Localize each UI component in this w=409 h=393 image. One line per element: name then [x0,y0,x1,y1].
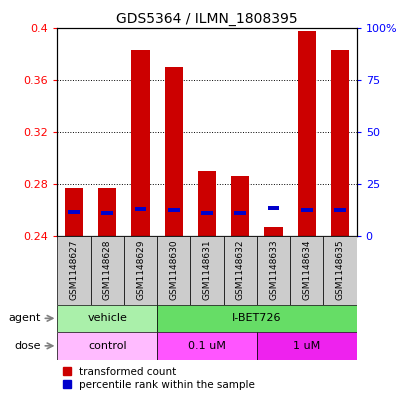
Text: I-BET726: I-BET726 [231,313,281,323]
Text: dose: dose [14,341,40,351]
Bar [57,332,157,360]
Text: 1 uM: 1 uM [292,341,320,351]
Text: GSM1148631: GSM1148631 [202,240,211,301]
Text: vehicle: vehicle [87,313,127,323]
Bar [57,305,157,332]
Legend: transformed count, percentile rank within the sample: transformed count, percentile rank withi… [63,367,254,390]
Text: 0.1 uM: 0.1 uM [188,341,225,351]
Bar [65,187,83,236]
Text: GSM1148635: GSM1148635 [335,240,344,301]
Bar [330,50,348,236]
Bar [135,207,146,211]
Bar [164,66,182,236]
Bar [98,187,116,236]
Text: GSM1148629: GSM1148629 [136,240,145,300]
Bar [267,206,279,210]
Bar [323,236,356,305]
Text: GSM1148630: GSM1148630 [169,240,178,301]
Bar [190,236,223,305]
Bar [234,211,245,215]
Bar [131,50,149,236]
Bar [231,176,249,236]
Bar [264,227,282,236]
Title: GDS5364 / ILMN_1808395: GDS5364 / ILMN_1808395 [116,13,297,26]
Bar [201,211,212,215]
Bar [297,31,315,236]
Bar [290,236,323,305]
Bar [223,236,256,305]
Text: agent: agent [8,313,40,323]
Text: GSM1148627: GSM1148627 [70,240,79,300]
Bar [333,208,345,212]
Bar [57,236,90,305]
Bar [157,305,356,332]
Bar [168,208,179,212]
Text: GSM1148628: GSM1148628 [103,240,112,300]
Bar [68,210,80,214]
Text: GSM1148633: GSM1148633 [268,240,277,301]
Bar [198,171,216,236]
Bar [300,208,312,212]
Bar [157,332,256,360]
Bar [157,236,190,305]
Text: control: control [88,341,126,351]
Bar [124,236,157,305]
Text: GSM1148632: GSM1148632 [235,240,244,300]
Bar [90,236,124,305]
Bar [101,211,113,215]
Text: GSM1148634: GSM1148634 [301,240,310,300]
Bar [256,332,356,360]
Bar [256,236,290,305]
